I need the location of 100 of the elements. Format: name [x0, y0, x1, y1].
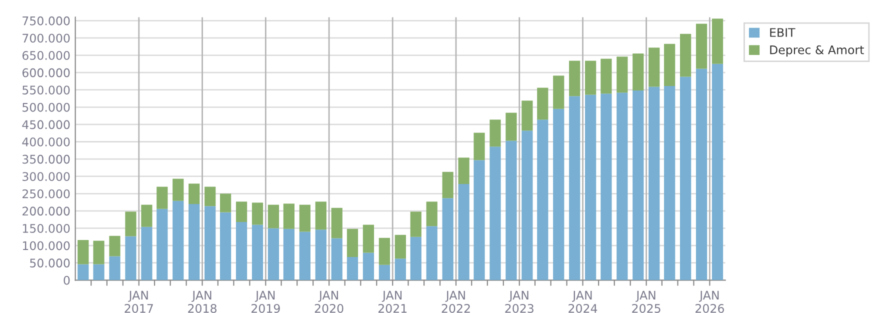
y-tick-label: 200.000: [22, 206, 70, 216]
x-tick-label: JAN 2018: [188, 290, 216, 313]
bar: [506, 112, 517, 141]
bar: [299, 204, 310, 232]
bar: [426, 202, 438, 226]
bar: [569, 60, 580, 96]
bar: [394, 234, 406, 259]
bar: [378, 238, 390, 265]
bar: [362, 252, 374, 280]
bar: [569, 96, 580, 280]
bar: [252, 202, 264, 225]
bar: [696, 68, 708, 280]
y-tick-label: 350.000: [22, 154, 70, 164]
bar: [585, 94, 596, 280]
bar: [156, 208, 168, 280]
bar: [93, 264, 104, 280]
y-tick-label: 600.000: [22, 68, 70, 78]
bar: [474, 132, 485, 160]
x-tick-label: JAN 2026: [696, 290, 724, 313]
y-tick-label: 0: [64, 276, 70, 285]
bar: [78, 240, 89, 264]
bar: [109, 256, 120, 280]
x-tick-label: JAN 2019: [252, 290, 280, 313]
bar: [712, 64, 724, 280]
bar: [553, 76, 564, 109]
bar: [252, 224, 264, 280]
bar: [426, 226, 438, 280]
bar: [394, 258, 406, 280]
x-tick-label: JAN 2022: [442, 290, 470, 313]
bar: [585, 60, 596, 95]
bar: [346, 228, 358, 257]
bar: [283, 204, 294, 229]
y-tick-label: 750.000: [22, 16, 70, 26]
bar: [346, 256, 358, 280]
bar: [522, 130, 533, 280]
bar: [712, 18, 724, 64]
bar: [537, 88, 548, 120]
bar: [172, 200, 184, 280]
bar: [442, 172, 454, 198]
x-tick-label: JAN 2020: [314, 290, 344, 313]
x-tick-label: JAN 2023: [505, 290, 534, 313]
bar: [632, 90, 644, 280]
bar: [236, 202, 248, 222]
bar: [204, 206, 216, 280]
bar: [648, 86, 660, 280]
bar: [442, 198, 454, 280]
y-tick-label: 50.000: [30, 258, 70, 268]
y-tick-label: 500.000: [22, 102, 70, 112]
bar: [600, 58, 612, 94]
bar: [172, 178, 184, 201]
x-tick-label: JAN 2017: [124, 290, 153, 313]
y-tick-label: 550.000: [22, 86, 70, 95]
bar: [458, 184, 470, 280]
bar: [156, 186, 168, 209]
bar: [268, 228, 280, 280]
bar: [616, 56, 628, 93]
legend-label: Deprec & Amort: [770, 45, 864, 57]
y-tick-label: 150.000: [22, 224, 70, 233]
bar: [268, 204, 280, 228]
bar: [648, 48, 660, 87]
y-tick-label: 300.000: [22, 172, 70, 182]
bar: [188, 204, 200, 280]
x-tick-label: JAN 2024: [568, 290, 598, 313]
bar: [410, 212, 422, 237]
y-tick-label: 700.000: [22, 34, 70, 43]
bar: [109, 236, 120, 256]
bar: [283, 228, 294, 280]
bar: [600, 94, 612, 280]
y-tick-label: 450.000: [22, 120, 70, 130]
y-tick-label: 100.000: [22, 241, 70, 250]
bar: [474, 160, 485, 280]
bar: [125, 212, 136, 236]
bar: [458, 158, 470, 184]
bar: [220, 194, 232, 212]
bar: [522, 100, 533, 131]
bar: [141, 204, 152, 227]
bar: [490, 120, 501, 147]
bar: [680, 34, 692, 77]
y-tick-label: 650.000: [22, 50, 70, 60]
bar: [315, 230, 326, 280]
x-tick-label: JAN 2025: [632, 290, 660, 313]
bar: [632, 54, 644, 91]
bar: [378, 264, 390, 280]
bar: [125, 236, 136, 280]
bar: [220, 212, 232, 280]
bar: [331, 208, 342, 238]
bar: [331, 238, 342, 280]
bar: [664, 44, 676, 86]
bar: [410, 236, 422, 280]
bar: [141, 226, 152, 280]
bar: [204, 186, 216, 206]
y-tick-label: 250.000: [22, 189, 70, 198]
y-tick-label: 400.000: [22, 137, 70, 146]
bar: [188, 184, 200, 204]
x-tick-label: JAN 2021: [378, 290, 407, 313]
bar: [490, 146, 501, 280]
bar: [506, 140, 517, 280]
legend-label: EBIT: [770, 28, 796, 37]
bar: [299, 232, 310, 280]
bar: [553, 108, 564, 280]
